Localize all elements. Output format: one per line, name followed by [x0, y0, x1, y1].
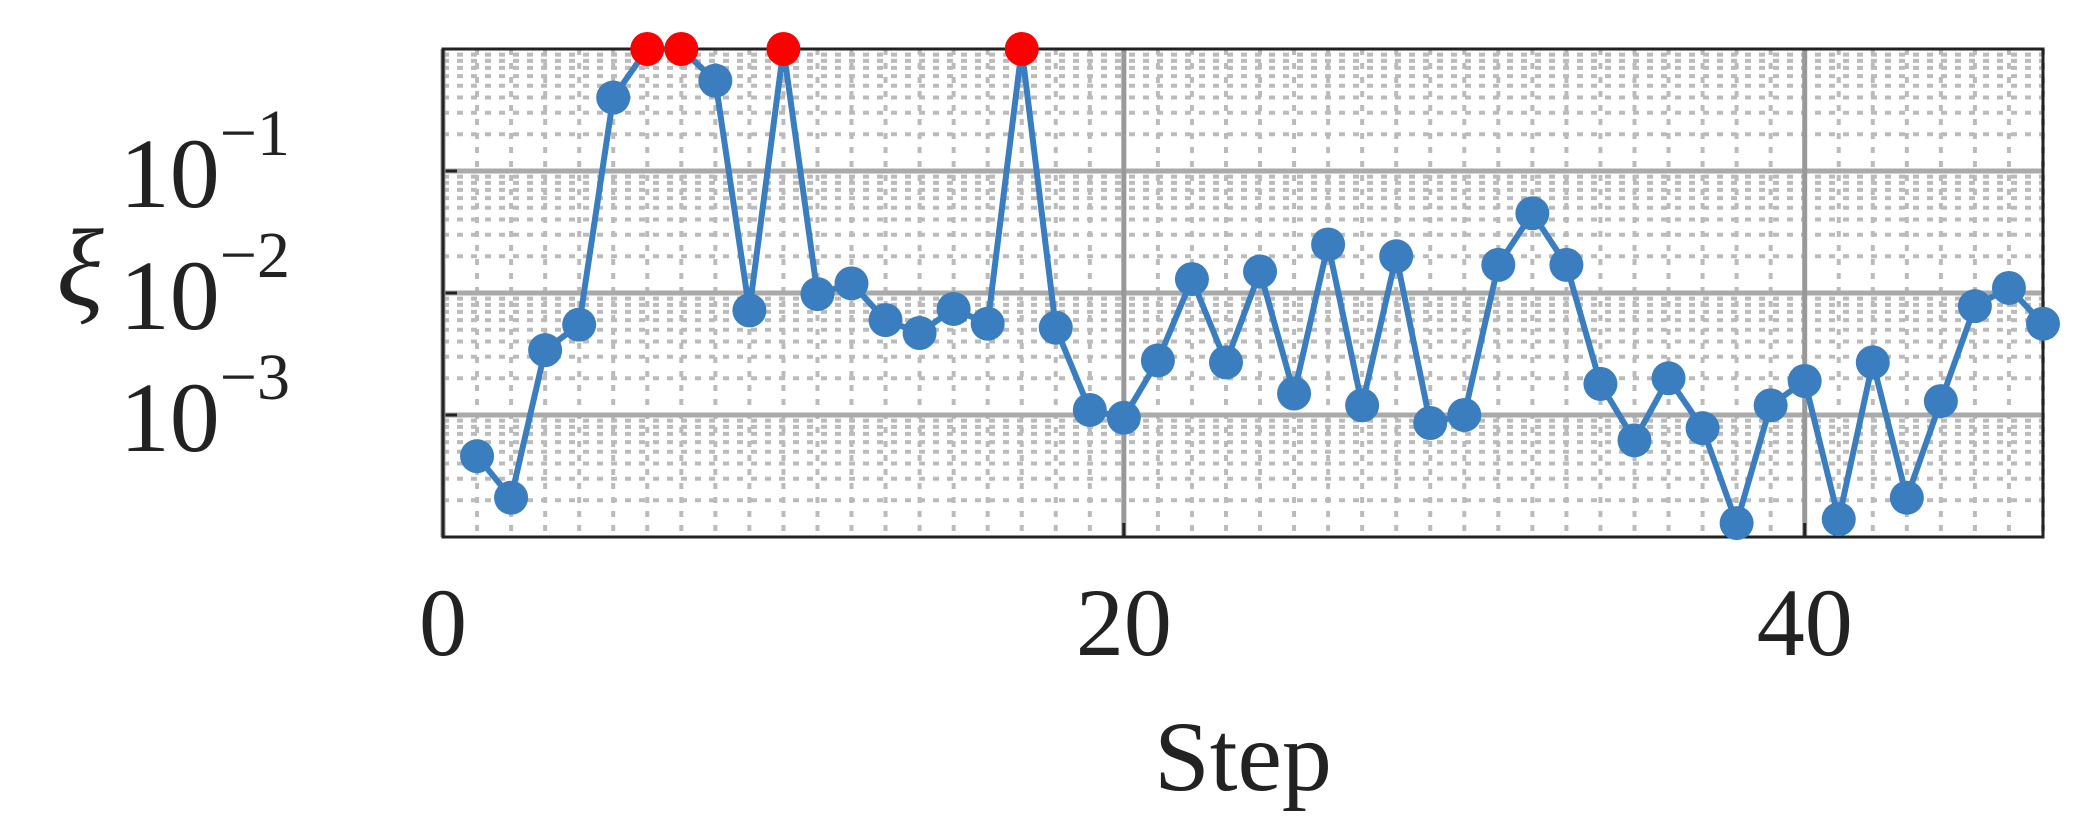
marker [460, 439, 495, 474]
marker [1004, 32, 1039, 66]
plot-frame [441, 47, 2045, 539]
marker [698, 63, 733, 98]
marker [1072, 392, 1107, 427]
marker [1651, 361, 1686, 396]
marker [1038, 310, 1073, 345]
y-tick-base: 10 [120, 118, 220, 229]
y-tick-exponent: −2 [220, 219, 290, 292]
marker [1106, 400, 1141, 435]
marker [1787, 363, 1822, 398]
marker [1515, 196, 1550, 231]
x-tick-label: 40 [1757, 569, 1853, 676]
marker [1957, 289, 1992, 324]
marker [494, 480, 529, 515]
marker [630, 32, 665, 66]
marker [1821, 502, 1856, 537]
marker [1277, 376, 1312, 411]
y-tick-label: 10−2 [120, 219, 290, 351]
marker [1753, 388, 1788, 423]
marker [1345, 388, 1380, 423]
marker [1889, 480, 1924, 515]
y-tick-label: 10−1 [120, 97, 290, 229]
y-tick-exponent: −3 [220, 341, 290, 414]
y-axis-label: ξ [56, 207, 104, 329]
marker [596, 80, 631, 115]
marker [902, 316, 937, 351]
marker [1923, 384, 1958, 419]
marker [936, 291, 971, 326]
marker [868, 303, 903, 338]
marker [732, 293, 767, 328]
marker [1140, 343, 1175, 378]
marker [1208, 345, 1243, 380]
y-tick-base: 10 [120, 240, 220, 351]
marker [1617, 423, 1652, 458]
marker [528, 333, 563, 368]
x-tick-label: 20 [1076, 569, 1172, 676]
marker [800, 277, 835, 312]
marker [664, 32, 699, 66]
x-axis-label: Step [1154, 701, 1332, 812]
marker [2026, 306, 2060, 341]
marker [1583, 366, 1618, 401]
y-tick-exponent: −1 [220, 97, 290, 170]
x-tick-label: 0 [419, 569, 467, 676]
marker [1243, 254, 1278, 289]
y-tick-label: 10−3 [120, 341, 290, 473]
marker [1413, 405, 1448, 440]
marker [1549, 247, 1584, 282]
marker [562, 307, 597, 342]
marker [1311, 227, 1346, 262]
marker [970, 306, 1005, 341]
marker [1685, 411, 1720, 446]
marker [834, 266, 869, 301]
y-tick-base: 10 [120, 362, 220, 473]
marker [1855, 345, 1890, 380]
marker [1174, 262, 1209, 297]
marker [1447, 398, 1482, 432]
marker [1991, 270, 2026, 305]
marker [1379, 239, 1414, 274]
marker [1719, 506, 1754, 541]
marker [1481, 247, 1516, 282]
marker [766, 32, 801, 66]
